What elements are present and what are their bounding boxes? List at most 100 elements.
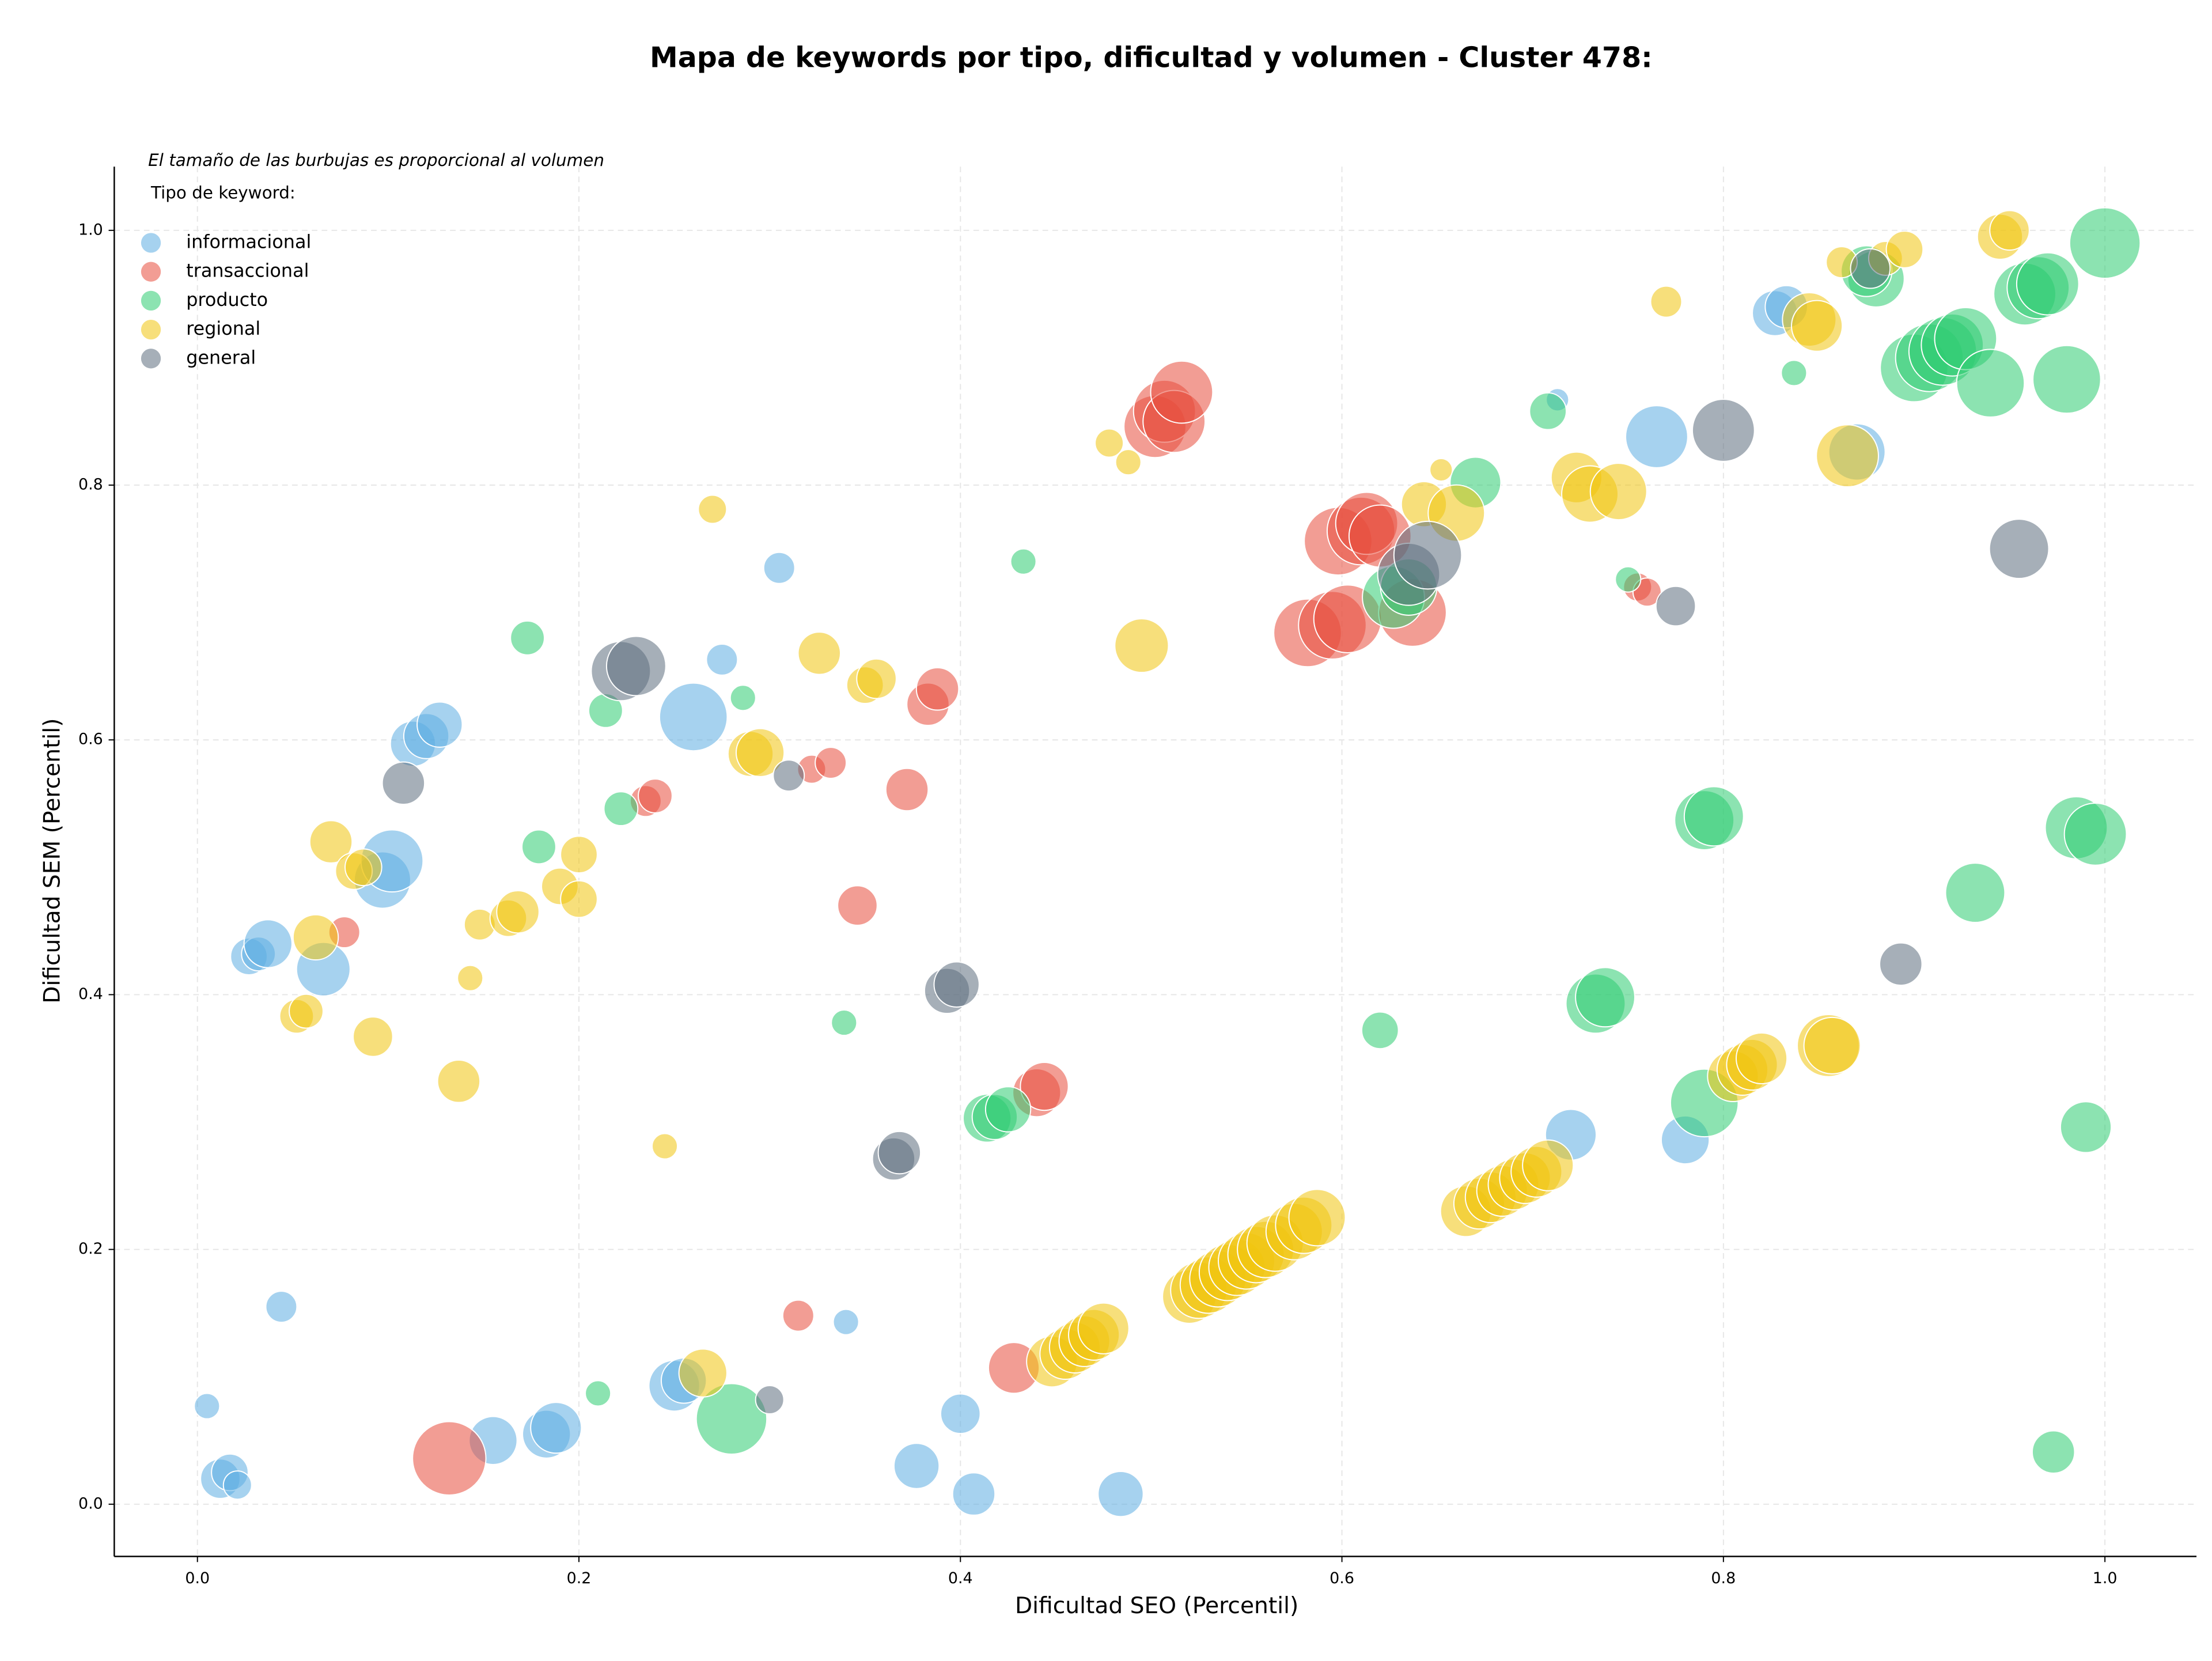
bubble — [1945, 862, 2006, 923]
bubble — [416, 701, 463, 748]
x-tick-label: 0.0 — [185, 1569, 210, 1587]
bubble — [194, 1393, 221, 1420]
legend-label: regional — [186, 317, 260, 339]
bubble — [885, 767, 929, 812]
bubble — [1655, 585, 1696, 627]
bubble — [763, 551, 796, 584]
bubble — [2063, 802, 2127, 866]
bubble — [933, 961, 980, 1008]
bubble — [521, 829, 556, 865]
bubble — [1361, 1011, 1399, 1050]
bubble — [585, 1380, 612, 1407]
bubble — [1879, 942, 1923, 986]
bubble — [706, 644, 738, 676]
bubble — [877, 1130, 922, 1175]
legend-label: informacional — [186, 231, 311, 253]
bubble — [457, 964, 484, 992]
bubble — [1988, 519, 2050, 579]
bubble — [1575, 967, 1635, 1028]
bubble — [344, 848, 382, 887]
bubble — [1522, 1139, 1574, 1191]
bubble — [1683, 786, 1744, 847]
bubble — [496, 890, 540, 934]
bubble — [1803, 1016, 1861, 1074]
bubble — [652, 1133, 679, 1160]
series-group — [279, 210, 2030, 1398]
y-tick-label: 0.8 — [78, 476, 103, 494]
x-tick-label: 1.0 — [2093, 1569, 2118, 1587]
bubble — [1781, 360, 1808, 387]
bubble — [658, 682, 728, 752]
x-tick-label: 0.2 — [567, 1569, 592, 1587]
bubble — [831, 1009, 858, 1036]
bubble — [1816, 424, 1879, 488]
bubble — [1736, 1032, 1788, 1085]
bubble — [530, 1402, 582, 1454]
bubble — [1150, 360, 1214, 424]
x-tick-label: 0.6 — [1330, 1569, 1354, 1587]
legend-label: general — [186, 346, 256, 368]
bubble — [893, 1443, 940, 1489]
bubble — [1885, 230, 1924, 268]
bubble — [772, 759, 805, 792]
bubble — [678, 1348, 728, 1398]
bubble — [1094, 428, 1124, 458]
legend-marker — [141, 233, 161, 253]
bubble — [837, 885, 878, 926]
y-tick-label: 0.6 — [78, 731, 103, 748]
bubble — [1288, 1189, 1346, 1247]
y-tick-label: 0.2 — [78, 1240, 103, 1258]
bubble — [1956, 349, 2025, 418]
bubble — [729, 684, 756, 712]
legend-marker — [141, 319, 161, 340]
bubble — [1791, 300, 1843, 352]
bubble — [222, 1470, 252, 1500]
bubble — [1691, 399, 1755, 462]
bubble — [381, 761, 426, 805]
bubble — [265, 1291, 298, 1323]
bubble — [782, 1299, 815, 1332]
bubble — [1850, 248, 1891, 289]
bubble — [560, 835, 598, 874]
bubble — [698, 494, 728, 524]
y-tick-label: 0.4 — [78, 985, 103, 1003]
bubble — [797, 631, 841, 675]
bubble — [1615, 566, 1642, 593]
bubble — [735, 728, 785, 777]
legend-marker — [141, 290, 161, 311]
bubble — [412, 1421, 487, 1496]
bubble — [243, 919, 293, 968]
bubble — [638, 778, 673, 814]
bubble — [915, 667, 960, 711]
bubble — [437, 1060, 481, 1103]
legend-label: producto — [186, 289, 268, 311]
bubble — [2032, 345, 2101, 414]
series-group — [510, 207, 2141, 1474]
annotation: El tamaño de las burbujas es proporciona… — [148, 150, 604, 170]
bubble — [2059, 1101, 2112, 1153]
bubble — [695, 1383, 768, 1455]
bubble — [1114, 618, 1169, 674]
x-tick-label: 0.8 — [1711, 1569, 1736, 1587]
bubble — [510, 620, 545, 656]
bubble — [560, 880, 598, 918]
x-axis-label: Dificultad SEO (Percentil) — [1015, 1593, 1298, 1619]
bubble — [605, 635, 666, 697]
bubble — [1010, 548, 1037, 575]
bubble — [289, 993, 324, 1029]
bubble — [2031, 1430, 2075, 1474]
bubble — [309, 820, 353, 864]
bubble — [292, 914, 339, 961]
bubble — [1625, 405, 1688, 468]
bubble — [1429, 457, 1453, 482]
bubble — [1077, 1302, 1130, 1354]
bubble — [353, 1016, 393, 1057]
bubble — [984, 1086, 1032, 1133]
bubble — [1989, 210, 2030, 251]
legend-marker — [141, 349, 161, 369]
bubble — [1529, 392, 1567, 430]
series-group — [381, 248, 2050, 1415]
chart-title: Mapa de keywords por tipo, dificultad y … — [650, 41, 1653, 74]
